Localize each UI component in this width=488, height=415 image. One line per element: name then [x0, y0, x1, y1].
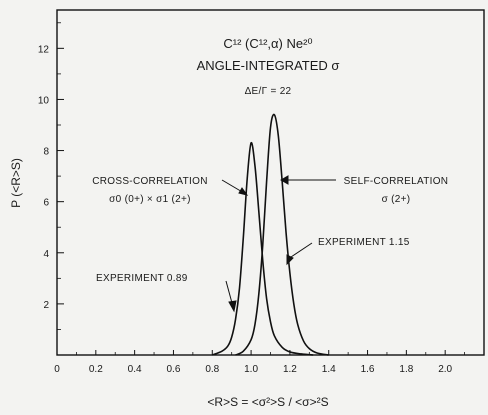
- x-tick-label: 1.4: [322, 364, 336, 375]
- experiment-cross-label: EXPERIMENT 0.89: [96, 273, 188, 284]
- y-tick-label: 4: [43, 249, 49, 260]
- y-axis-label: P (<R>S): [9, 158, 23, 208]
- chart-title: C¹² (C¹²,α) Ne²⁰: [223, 36, 312, 51]
- exp-self-leader: [290, 242, 313, 258]
- y-tick-label: 12: [38, 44, 50, 55]
- exp-cross-leader: [225, 280, 233, 304]
- x-tick-label: 0.6: [167, 364, 181, 375]
- x-axis-label: <R>S = <σ²>S / <σ>²S: [207, 395, 328, 409]
- x-tick-label: 0.2: [89, 364, 103, 375]
- chart-parameter: ΔE/Γ = 22: [245, 86, 292, 97]
- x-tick-label: 2.0: [438, 364, 452, 375]
- y-tick-label: 10: [38, 95, 50, 106]
- exp-cross-arrowhead: [228, 300, 237, 313]
- cross-arrowhead: [238, 187, 249, 196]
- x-tick-label: 1.6: [361, 364, 375, 375]
- cross-correlation-curve: [211, 141, 314, 356]
- y-tick-label: 2: [43, 300, 49, 311]
- experiment-self-label: EXPERIMENT 1.15: [318, 237, 410, 248]
- x-tick-label: 1.2: [283, 364, 297, 375]
- self-correlation-curve: [235, 113, 329, 356]
- x-tick-label: 0.8: [205, 364, 219, 375]
- self-arrowhead: [279, 175, 289, 185]
- x-tick-label: 0: [54, 364, 60, 375]
- x-tick-label: 1.0: [244, 364, 258, 375]
- cross-correlation-label: CROSS-CORRELATION: [92, 176, 207, 187]
- self-correlation-label: SELF-CORRELATION: [344, 176, 449, 187]
- data-series: [211, 113, 329, 356]
- self-correlation-formula: σ (2+): [382, 194, 411, 205]
- y-tick-label: 8: [43, 147, 49, 158]
- chart-subtitle: ANGLE-INTEGRATED σ: [197, 58, 340, 73]
- x-tick-label: 0.4: [128, 364, 142, 375]
- annotation-arrows: [221, 175, 336, 313]
- cross-correlation-formula: σ0 (0+) × σ1 (2+): [109, 194, 191, 205]
- x-tick-label: 1.8: [399, 364, 413, 375]
- y-tick-label: 6: [43, 198, 49, 209]
